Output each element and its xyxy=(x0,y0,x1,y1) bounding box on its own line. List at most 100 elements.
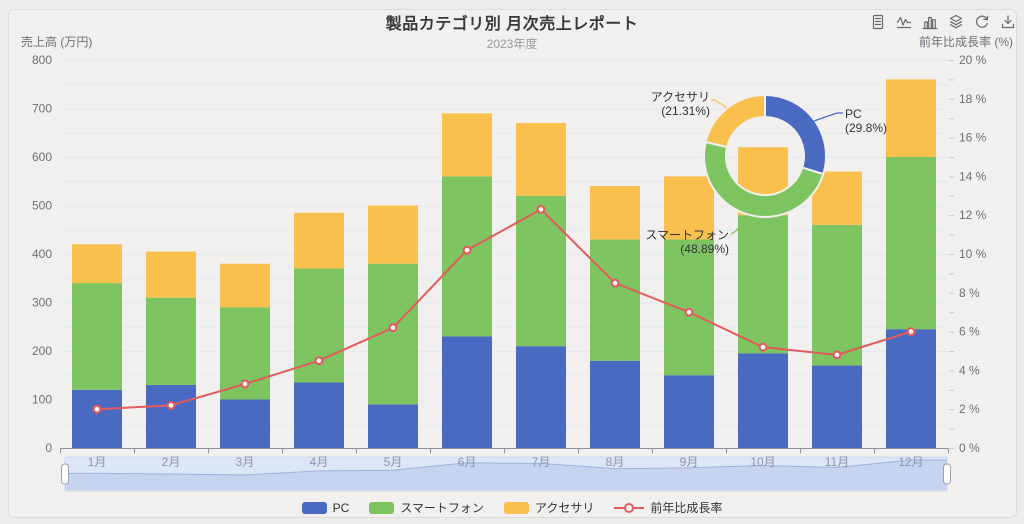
bar-6月-アクセサリ[interactable] xyxy=(442,113,492,177)
legend-growth-dot xyxy=(624,502,635,513)
data-zoom-handle-right[interactable] xyxy=(943,463,951,485)
x-axis xyxy=(60,448,949,454)
bar-9月-PC[interactable] xyxy=(664,375,714,448)
bar-chart-icon[interactable] xyxy=(921,13,939,31)
svg-text:8月: 8月 xyxy=(606,455,625,469)
pie-slice-アクセサリ[interactable] xyxy=(704,94,766,149)
pie-pct-アクセサリ: (21.31%) xyxy=(661,104,710,118)
growth-point-4月[interactable] xyxy=(314,356,324,366)
chart-title: 製品カテゴリ別 月次売上レポート xyxy=(385,16,639,33)
restore-icon[interactable] xyxy=(973,13,991,31)
stack-icon[interactable] xyxy=(947,13,965,31)
data-zoom-shadow xyxy=(65,460,947,490)
bar-12月-PC[interactable] xyxy=(886,329,936,448)
bar-10月-スマートフォン[interactable] xyxy=(738,215,788,354)
svg-text:4 %: 4 % xyxy=(959,363,980,377)
right-axis-labels: 0 % 2 % 4 % 6 % 8 % 10 % 12 % 14 % 16 % 18 % 20 % xyxy=(949,53,987,455)
bar-5月-アクセサリ[interactable] xyxy=(368,205,418,264)
legend-label-smartphone: スマートフォン xyxy=(400,501,484,515)
svg-text:0: 0 xyxy=(45,441,52,455)
bar-3月-アクセサリ[interactable] xyxy=(220,263,270,308)
donut-chart xyxy=(703,94,827,219)
bar-2月-スマートフォン[interactable] xyxy=(146,297,196,385)
growth-point-3月[interactable] xyxy=(240,379,250,389)
x-axis-labels: 1月 2月 3月 4月 5月 6月 7月 8月 9月 10月 11月 12月 xyxy=(88,455,924,469)
download-icon[interactable] xyxy=(999,13,1017,31)
bar-2月-PC[interactable] xyxy=(146,384,196,448)
bar-5月-PC[interactable] xyxy=(368,404,418,448)
bar-11月-PC[interactable] xyxy=(812,365,862,448)
svg-text:1月: 1月 xyxy=(88,455,107,469)
svg-text:14 %: 14 % xyxy=(959,169,987,183)
bar-1月-スマートフォン[interactable] xyxy=(72,283,122,390)
svg-text:6 %: 6 % xyxy=(959,325,980,339)
svg-text:400: 400 xyxy=(32,247,52,261)
legend-label-growth: 前年比成長率 xyxy=(650,501,723,515)
bar-7月-PC[interactable] xyxy=(516,346,566,448)
bar-6月-スマートフォン[interactable] xyxy=(442,176,492,337)
line-chart-icon[interactable] xyxy=(895,13,913,31)
bar-series xyxy=(72,79,936,448)
growth-point-5月[interactable] xyxy=(388,323,398,333)
bar-7月-スマートフォン[interactable] xyxy=(516,195,566,347)
growth-point-8月[interactable] xyxy=(610,278,620,288)
bar-9月-スマートフォン[interactable] xyxy=(664,239,714,376)
svg-text:18 %: 18 % xyxy=(959,92,987,106)
svg-text:11月: 11月 xyxy=(825,455,849,469)
pie-slice-スマートフォン[interactable] xyxy=(703,140,825,219)
svg-text:20 %: 20 % xyxy=(959,53,987,67)
legend-item-pc[interactable]: PC xyxy=(301,500,350,515)
bar-10月-PC[interactable] xyxy=(738,353,788,448)
legend-label-pc: PC xyxy=(332,500,350,515)
growth-point-10月[interactable] xyxy=(758,342,768,352)
growth-point-6月[interactable] xyxy=(462,245,472,255)
growth-point-2月[interactable] xyxy=(166,400,176,410)
svg-text:2 %: 2 % xyxy=(959,402,980,416)
bar-1月-PC[interactable] xyxy=(72,389,122,448)
chart-subtitle: 2023年度 xyxy=(486,37,538,51)
svg-text:600: 600 xyxy=(32,150,52,164)
growth-line[interactable] xyxy=(96,208,912,411)
svg-text:700: 700 xyxy=(32,102,52,116)
legend-marker-pc xyxy=(301,501,327,514)
bar-12月-アクセサリ[interactable] xyxy=(886,79,936,157)
bar-2月-アクセサリ[interactable] xyxy=(146,251,196,298)
growth-point-11月[interactable] xyxy=(832,350,842,360)
bar-8月-スマートフォン[interactable] xyxy=(590,239,640,361)
growth-line-series[interactable] xyxy=(92,204,916,414)
bar-11月-スマートフォン[interactable] xyxy=(812,224,862,366)
data-zoom-handle-left[interactable] xyxy=(61,463,69,485)
svg-text:16 %: 16 % xyxy=(959,131,987,145)
bar-1月-アクセサリ[interactable] xyxy=(72,244,122,284)
bar-8月-アクセサリ[interactable] xyxy=(590,186,640,240)
growth-point-1月[interactable] xyxy=(92,404,102,414)
svg-text:5月: 5月 xyxy=(384,455,403,469)
bar-7月-アクセサリ[interactable] xyxy=(516,123,566,196)
bar-12月-スマートフォン[interactable] xyxy=(886,157,936,330)
pie-pct-スマートフォン: (48.89%) xyxy=(680,242,729,256)
legend-item-accessory[interactable]: アクセサリ xyxy=(503,499,594,516)
pie-label-PC: PC xyxy=(845,107,862,121)
pie-pct-PC: (29.8%) xyxy=(845,121,887,135)
bar-5月-スマートフォン[interactable] xyxy=(368,263,418,405)
growth-point-9月[interactable] xyxy=(684,307,694,317)
data-view-icon[interactable] xyxy=(869,13,887,31)
legend-item-growth[interactable]: 前年比成長率 xyxy=(614,499,722,516)
bar-4月-アクセサリ[interactable] xyxy=(294,212,344,269)
growth-point-12月[interactable] xyxy=(906,327,916,337)
growth-point-7月[interactable] xyxy=(536,204,546,214)
right-axis-name: 前年比成長率 (%) xyxy=(919,35,1013,49)
data-zoom xyxy=(61,456,951,492)
left-axis-name: 売上高 (万円) xyxy=(21,35,93,49)
legend-item-smartphone[interactable]: スマートフォン xyxy=(369,499,484,516)
bar-8月-PC[interactable] xyxy=(590,360,640,448)
legend-marker-growth-line xyxy=(614,502,645,514)
svg-text:10 %: 10 % xyxy=(959,247,987,261)
donut-labels: PC(29.8%) スマートフォン(48.89%) アクセサリ(21.31%) xyxy=(645,90,887,256)
legend: PC スマートフォン アクセサリ 前年比成長率 xyxy=(0,499,1024,516)
bar-3月-PC[interactable] xyxy=(220,399,270,449)
svg-text:0 %: 0 % xyxy=(959,441,980,455)
bar-4月-PC[interactable] xyxy=(294,382,344,448)
bar-6月-PC[interactable] xyxy=(442,336,492,448)
bar-9月-アクセサリ[interactable] xyxy=(664,176,714,240)
